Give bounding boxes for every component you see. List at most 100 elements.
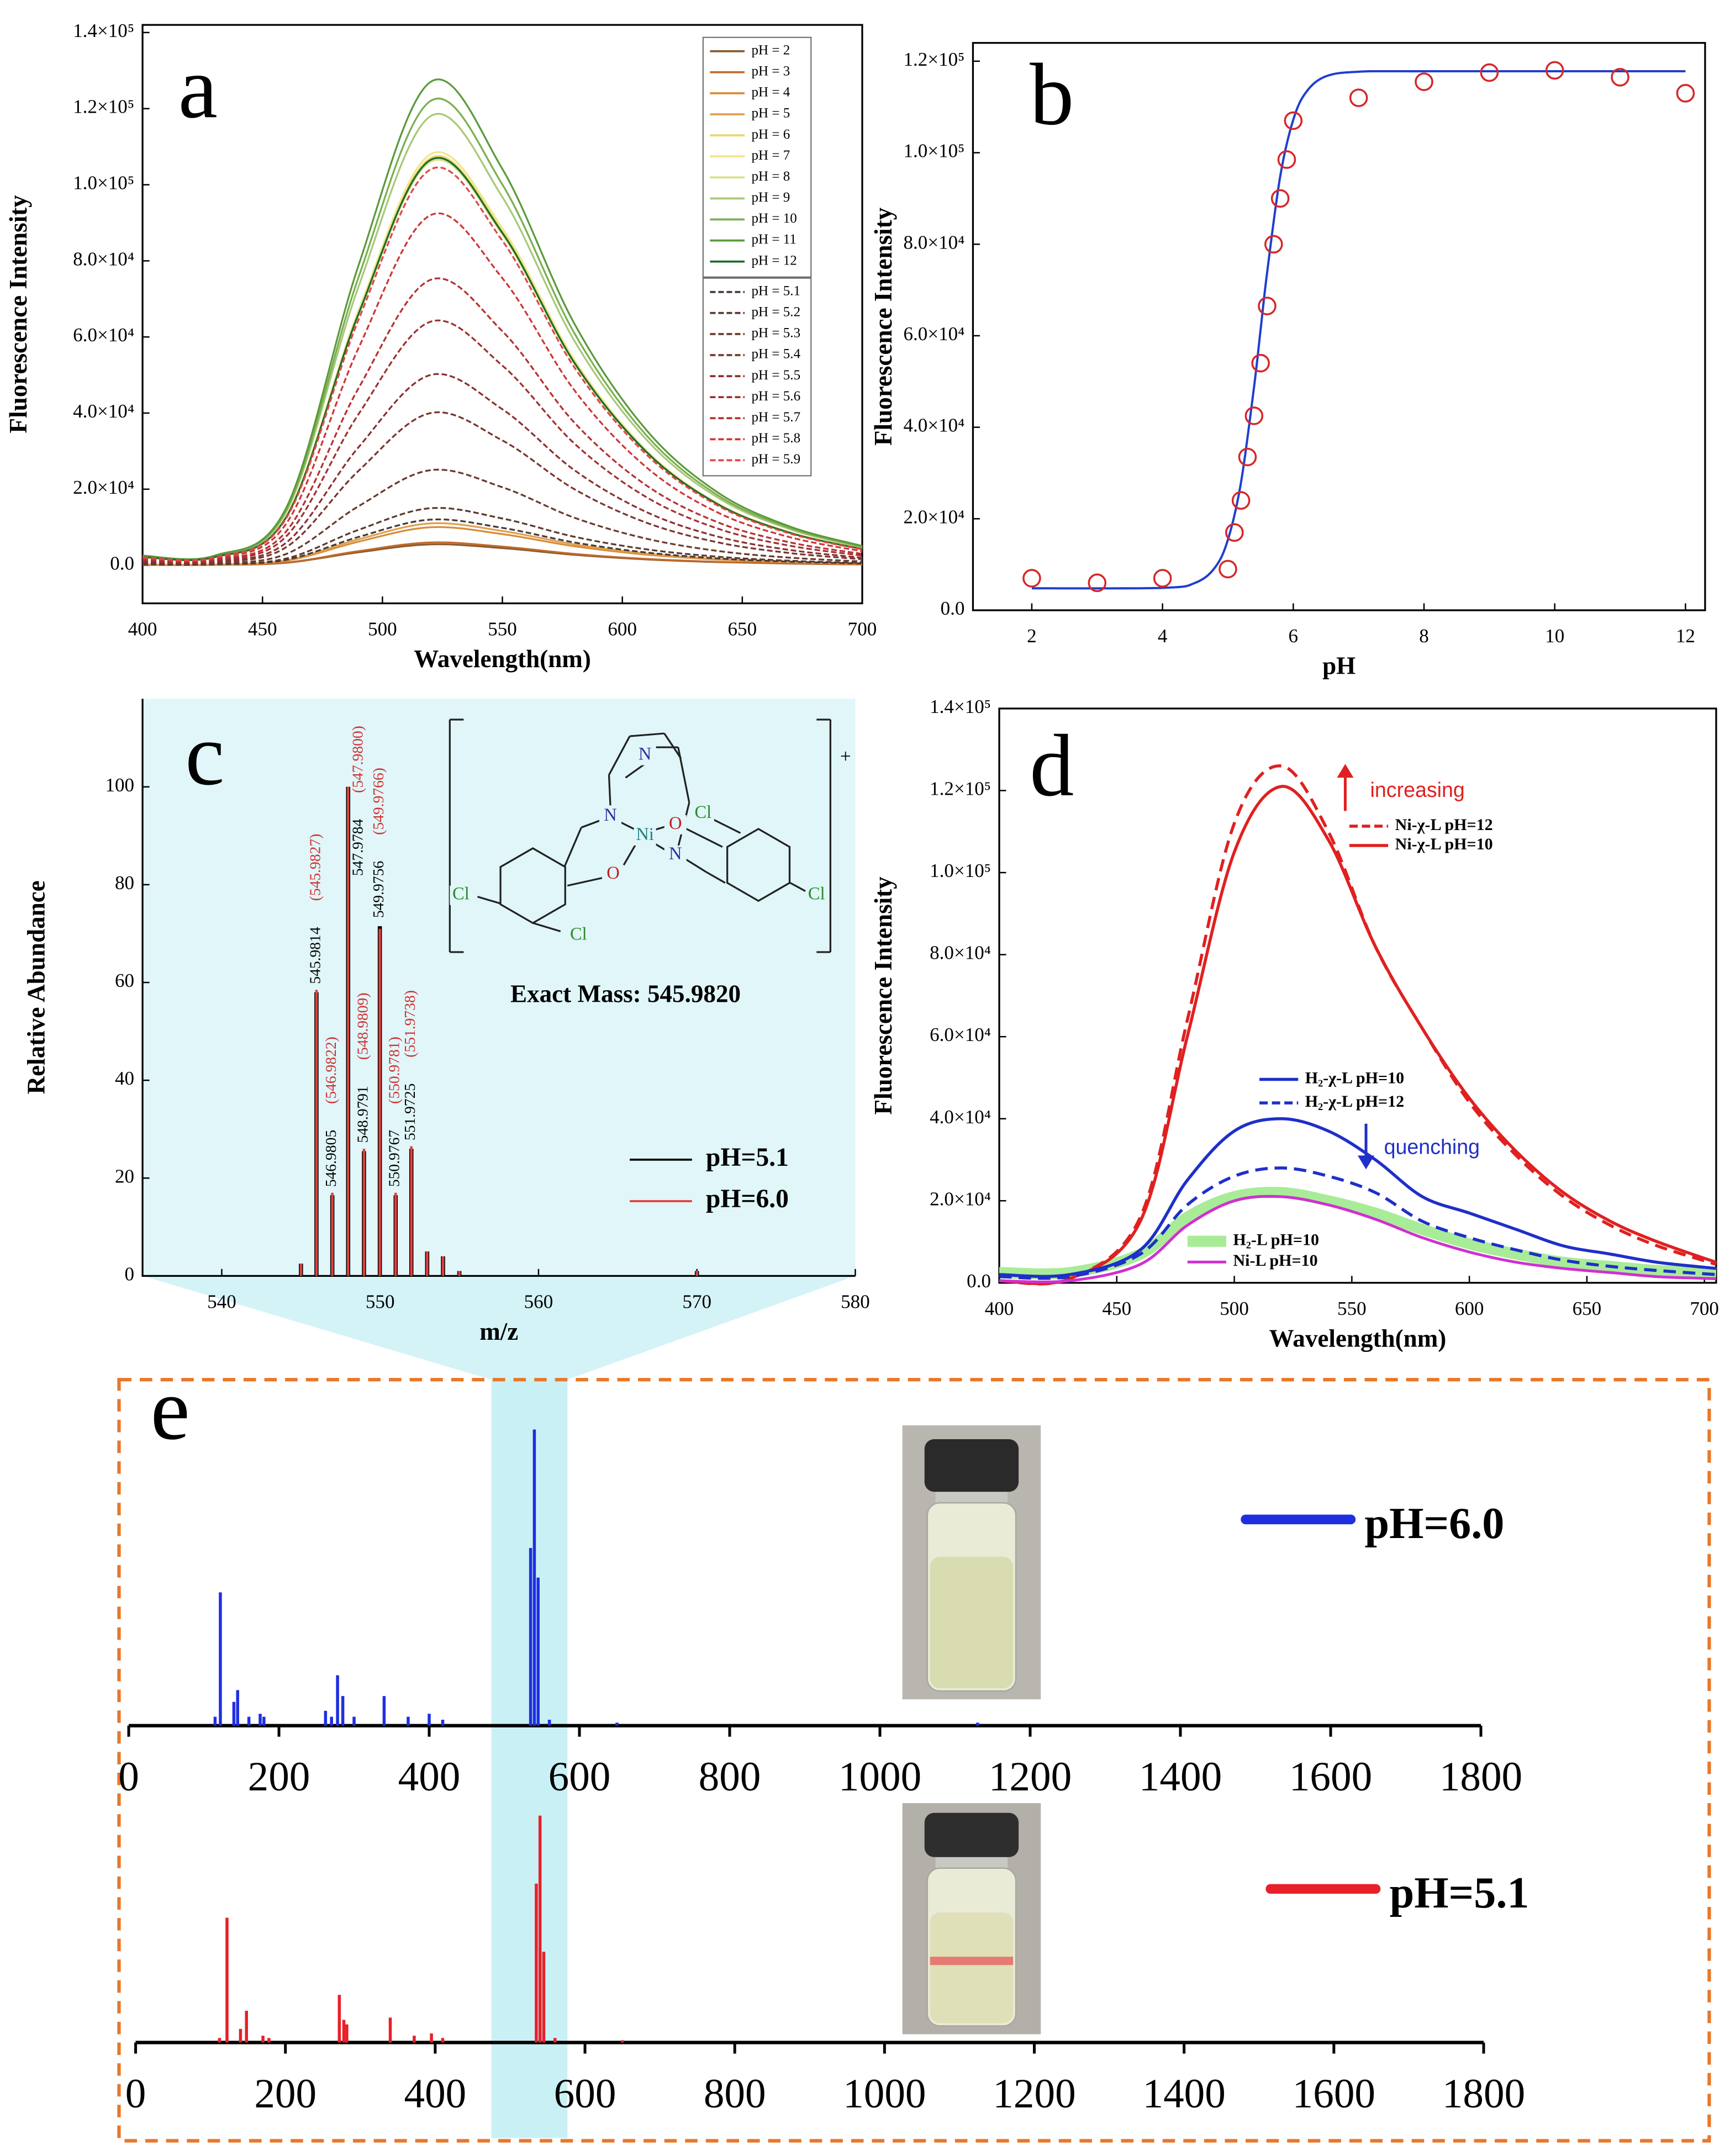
x-tick-label: 400 [128, 619, 157, 640]
x-axis-title: pH [1322, 652, 1355, 680]
atom-label: Ni [636, 825, 654, 844]
x-tick-label: 650 [1573, 1298, 1602, 1319]
peak-label: 550.9767 [386, 1130, 403, 1187]
x-tick-label: 400 [985, 1298, 1014, 1319]
atom-bg [602, 865, 625, 885]
vial-photo [902, 1803, 1041, 2035]
x-tick-label: 4 [1158, 625, 1168, 647]
x-tick-label: 560 [524, 1291, 553, 1312]
peak-label: 548.9791 [354, 1086, 371, 1143]
legend-label: pH = 4 [752, 85, 790, 100]
legend-label: pH = 5.1 [752, 283, 801, 298]
legend-label: pH = 5.6 [752, 389, 801, 404]
data-point [1258, 297, 1277, 315]
x-tick-label: 6 [1289, 625, 1299, 647]
x-axis-title: m/z [479, 1318, 518, 1345]
peak-label: 546.9805 [322, 1130, 339, 1187]
x-tick-label: 0 [125, 2071, 146, 2117]
x-tick-label: 550 [1337, 1298, 1367, 1319]
y-tick-label: 2.0×10⁴ [930, 1188, 991, 1209]
y-tick-label: 1.2×10⁵ [904, 49, 965, 70]
plot-frame [972, 42, 1706, 611]
x-tick-label: 1800 [1439, 1754, 1522, 1800]
legend-label: pH = 5.8 [752, 431, 801, 446]
bond [477, 896, 502, 905]
y-axis-title: Relative Abundance [23, 880, 50, 1094]
annotation: Exact Mass: 545.9820 [510, 980, 741, 1008]
y-tick-label: 1.0×10⁵ [904, 140, 965, 162]
legend-label: Ni-χ-L pH=12 [1395, 815, 1493, 834]
bond [532, 922, 561, 932]
legend-label: H₂-χ-L pH=10 [1305, 1068, 1404, 1087]
atom-bg [634, 826, 656, 846]
line-series [143, 97, 863, 561]
arrow-head [1337, 764, 1354, 778]
ring [726, 828, 791, 902]
line-series [143, 212, 863, 562]
x-tick-label: 1400 [1139, 1754, 1222, 1800]
x-tick-label: 600 [608, 619, 637, 640]
axis-lines [141, 699, 856, 1277]
bond [683, 826, 723, 848]
y-axis-title: Fluorescence Intensity [869, 876, 897, 1115]
y-tick-label: 20 [115, 1165, 134, 1187]
legend-label: Ni-L pH=10 [1233, 1251, 1317, 1270]
line-series [143, 507, 863, 566]
arrow-head [1357, 1155, 1375, 1170]
legend-label: pH = 5.9 [752, 452, 801, 467]
data-point [1270, 189, 1290, 208]
x-tick-label: 1800 [1442, 2071, 1525, 2117]
y-tick-label: 0.0 [941, 598, 965, 619]
atom-label: N [639, 744, 652, 764]
x-tick-label: 580 [841, 1291, 870, 1312]
x-tick-label: 1000 [838, 1754, 921, 1800]
y-tick-label: 1.4×10⁵ [930, 696, 991, 717]
atom-label: Cl [808, 884, 825, 904]
x-tick-label: 700 [1690, 1298, 1719, 1319]
y-tick-label: 0 [125, 1263, 135, 1285]
x-axis-title: Wavelength(nm) [414, 645, 591, 673]
data-point [1277, 150, 1296, 169]
x-tick-label: 450 [248, 619, 277, 640]
atom-label: O [669, 813, 682, 833]
x-tick-label: 500 [1220, 1298, 1249, 1319]
bond [629, 732, 664, 737]
legend-label: pH = 5.5 [752, 368, 801, 383]
y-tick-label: 6.0×10⁴ [930, 1024, 991, 1045]
y-tick-label: 4.0×10⁴ [904, 415, 965, 436]
line-series [143, 277, 863, 563]
data-point [1676, 84, 1695, 103]
legend-label: pH = 8 [752, 169, 790, 184]
x-tick-label: 1400 [1143, 2071, 1226, 2117]
x-tick-label: 550 [488, 619, 517, 640]
legend-label: pH = 7 [752, 148, 790, 163]
x-tick-label: 700 [848, 619, 877, 640]
data-point [1244, 406, 1264, 425]
bond [677, 747, 690, 803]
peak-label: 551.9725 [401, 1084, 418, 1140]
line-series [143, 319, 863, 563]
peak-label-calculated: (547.9800) [349, 726, 366, 793]
legend-label: pH = 5.2 [752, 305, 801, 320]
x-tick-label: 1600 [1293, 2071, 1375, 2117]
y-tick-label: 8.0×10⁴ [904, 231, 965, 253]
line-series [143, 166, 863, 562]
data-point [1231, 491, 1251, 510]
peak-label-calculated: (548.9809) [354, 992, 371, 1060]
legend-label: pH = 6 [752, 127, 790, 142]
data-point [1088, 573, 1107, 593]
legend-label: pH=5.1 [706, 1143, 789, 1172]
y-tick-label: 1.4×10⁵ [73, 20, 134, 41]
bond [608, 775, 611, 806]
data-point [1251, 353, 1270, 373]
atom-label: Cl [694, 802, 711, 822]
bond [683, 857, 706, 873]
x-tick-label: 450 [1103, 1298, 1132, 1319]
legend-label: Ni-χ-L pH=10 [1395, 834, 1493, 853]
x-tick-label: 8 [1419, 625, 1429, 647]
x-tick-label: 540 [207, 1291, 236, 1312]
atom-label: O [606, 863, 620, 883]
y-tick-label: 1.2×10⁵ [930, 778, 991, 800]
x-tick-label: 1600 [1289, 1754, 1372, 1800]
peak-label: 547.9784 [349, 819, 366, 876]
